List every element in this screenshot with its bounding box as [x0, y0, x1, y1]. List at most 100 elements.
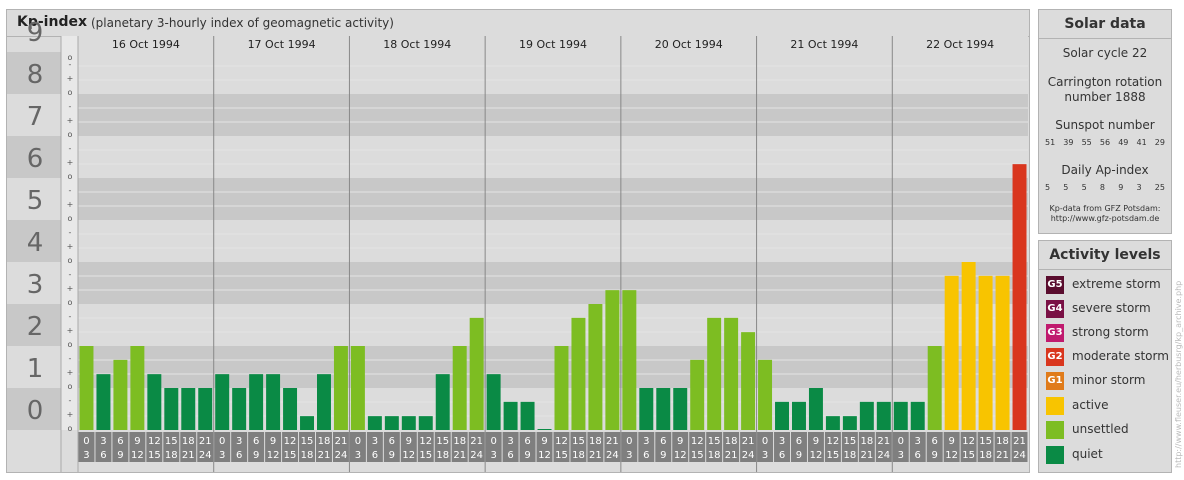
minor-mark: -	[69, 186, 72, 195]
time-tick-start: 18	[860, 436, 873, 447]
plot-band	[78, 262, 1028, 304]
plot-band	[78, 52, 1028, 94]
y-tick-label: 1	[27, 354, 44, 384]
time-tick-end: 12	[945, 450, 958, 461]
plot-band	[78, 94, 1028, 136]
kp-chart-panel: Kp-index (planetary 3-hourly index of ge…	[6, 9, 1030, 473]
kp-bar	[605, 290, 620, 430]
time-tick-start: 9	[948, 436, 954, 447]
minor-mark: o	[68, 382, 73, 391]
time-tick-end: 24	[1013, 450, 1026, 461]
kp-bar	[130, 346, 145, 430]
time-tick-start: 15	[844, 436, 857, 447]
time-tick-box	[706, 432, 723, 462]
time-tick-start: 9	[270, 436, 276, 447]
kp-bar	[724, 317, 739, 430]
time-tick-end: 3	[898, 450, 904, 461]
solar-cycle: Solar cycle 22	[1062, 46, 1148, 60]
kp-bar	[147, 374, 162, 430]
time-tick-box	[282, 432, 299, 462]
sunspot-value: 56	[1099, 138, 1111, 147]
kp-bar	[486, 374, 501, 430]
sunspot-value: 41	[1136, 138, 1147, 147]
time-tick-start: 15	[979, 436, 992, 447]
time-tick-end: 12	[538, 450, 551, 461]
time-tick-start: 3	[507, 436, 513, 447]
minor-strip	[61, 36, 78, 430]
time-tick-start: 18	[453, 436, 466, 447]
time-tick-end: 6	[507, 450, 513, 461]
time-tick-end: 9	[524, 450, 530, 461]
time-tick-start: 3	[643, 436, 649, 447]
time-tick-start: 0	[355, 436, 361, 447]
time-tick-box	[774, 432, 790, 462]
kp-bar	[741, 332, 756, 430]
time-tick-end: 21	[589, 450, 602, 461]
time-tick-end: 18	[301, 450, 314, 461]
kp-bar	[367, 416, 382, 430]
sunspot-value: 51	[1045, 138, 1056, 147]
time-tick-start: 21	[742, 436, 755, 447]
time-tick-box	[553, 432, 570, 462]
time-tick-end: 18	[572, 450, 585, 461]
time-tick-end: 24	[335, 450, 348, 461]
time-tick-box	[197, 432, 214, 462]
time-tick-box	[909, 432, 926, 462]
solar-data-panel: Solar data Solar cycle 22 Carrington rot…	[1038, 9, 1172, 234]
carrington-line2: number 1888	[1064, 90, 1146, 104]
time-tick-end: 6	[643, 450, 649, 461]
time-tick-start: 3	[915, 436, 921, 447]
time-tick-start: 18	[725, 436, 738, 447]
y-band	[7, 178, 61, 220]
time-tick-box	[417, 432, 434, 462]
kp-bar	[283, 388, 298, 430]
day-label: 19 Oct 1994	[519, 38, 587, 51]
sunspot-values: 51 39 55 56 49 41 29	[1045, 138, 1165, 147]
time-tick-end: 3	[355, 450, 361, 461]
time-tick-end: 6	[100, 450, 106, 461]
time-tick-end: 18	[979, 450, 992, 461]
time-tick-start: 18	[996, 436, 1009, 447]
time-tick-box	[163, 432, 180, 462]
minor-mark: o	[68, 256, 73, 265]
time-tick-end: 15	[284, 450, 297, 461]
day-header-band	[78, 36, 1028, 52]
chart-subtitle: (planetary 3-hourly index of geomagnetic…	[91, 16, 394, 30]
time-tick-start: 3	[100, 436, 106, 447]
plot-band	[78, 220, 1028, 262]
time-tick-box	[332, 432, 349, 462]
time-tick-start: 0	[762, 436, 768, 447]
y-tick-label: 5	[27, 186, 44, 216]
time-tick-start: 21	[470, 436, 483, 447]
kp-bar	[164, 388, 179, 430]
plot-band	[78, 346, 1028, 388]
minor-mark: +	[67, 326, 74, 335]
kp-bar	[588, 304, 603, 430]
legend-swatch	[1046, 421, 1064, 439]
time-tick-end: 3	[219, 450, 225, 461]
time-tick-box	[400, 432, 417, 462]
legend-label: strong storm	[1072, 325, 1149, 339]
kp-bar	[893, 401, 908, 430]
time-tick-start: 15	[572, 436, 585, 447]
y-tick-label: 8	[27, 60, 44, 90]
time-tick-end: 21	[182, 450, 195, 461]
time-tick-box	[366, 432, 383, 462]
kp-bar	[639, 388, 654, 430]
time-tick-box	[655, 432, 672, 462]
time-tick-end: 15	[148, 450, 161, 461]
kp-bar	[418, 416, 433, 430]
kp-bar	[96, 374, 111, 430]
time-tick-box	[824, 432, 841, 462]
time-tick-start: 0	[83, 436, 89, 447]
time-tick-end: 12	[402, 450, 415, 461]
time-tick-start: 6	[932, 436, 938, 447]
kp-bar	[384, 416, 399, 430]
time-tick-box	[129, 432, 146, 462]
time-tick-end: 3	[762, 450, 768, 461]
time-tick-end: 12	[131, 450, 144, 461]
kp-bar	[944, 275, 959, 430]
plot-band	[78, 136, 1028, 178]
time-tick-start: 0	[898, 436, 904, 447]
time-tick-box	[519, 432, 536, 462]
